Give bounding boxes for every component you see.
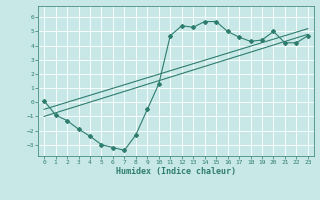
X-axis label: Humidex (Indice chaleur): Humidex (Indice chaleur) bbox=[116, 167, 236, 176]
